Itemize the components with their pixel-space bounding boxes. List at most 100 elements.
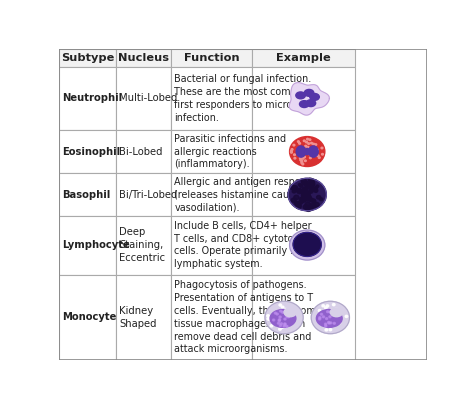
Circle shape [320, 315, 323, 317]
Circle shape [329, 316, 331, 318]
Circle shape [301, 179, 307, 183]
Circle shape [282, 311, 284, 313]
FancyBboxPatch shape [116, 130, 171, 173]
Circle shape [310, 198, 313, 201]
FancyBboxPatch shape [59, 67, 116, 130]
Circle shape [317, 155, 319, 156]
Circle shape [315, 144, 317, 145]
Circle shape [289, 314, 292, 316]
Circle shape [319, 318, 322, 320]
Circle shape [275, 319, 277, 321]
Circle shape [275, 318, 278, 320]
Ellipse shape [284, 308, 296, 317]
Circle shape [307, 139, 309, 140]
Circle shape [300, 197, 304, 201]
Circle shape [330, 309, 332, 311]
Circle shape [279, 325, 282, 326]
Circle shape [267, 315, 269, 317]
Circle shape [276, 316, 278, 318]
Circle shape [290, 185, 295, 190]
Circle shape [299, 200, 303, 204]
Circle shape [316, 185, 319, 188]
FancyBboxPatch shape [171, 67, 252, 130]
Circle shape [332, 304, 335, 306]
Circle shape [294, 195, 299, 200]
Circle shape [312, 205, 316, 207]
Circle shape [312, 199, 316, 202]
Circle shape [278, 319, 281, 321]
Circle shape [321, 147, 323, 149]
Circle shape [290, 136, 325, 166]
Circle shape [301, 160, 303, 162]
Circle shape [288, 178, 326, 211]
Text: Include B cells, CD4+ helper
T cells, and CD8+ cytotoxic T
cells. Operate primar: Include B cells, CD4+ helper T cells, an… [174, 221, 318, 269]
Circle shape [302, 187, 308, 192]
Circle shape [293, 154, 295, 156]
Circle shape [309, 139, 311, 141]
FancyBboxPatch shape [252, 49, 355, 67]
Ellipse shape [309, 146, 318, 157]
FancyBboxPatch shape [252, 173, 355, 215]
Circle shape [301, 162, 303, 164]
Circle shape [310, 185, 314, 188]
FancyBboxPatch shape [252, 275, 355, 360]
Circle shape [309, 199, 312, 201]
Circle shape [291, 150, 292, 152]
FancyBboxPatch shape [59, 49, 116, 67]
Circle shape [322, 316, 325, 318]
Circle shape [289, 312, 292, 314]
Circle shape [316, 149, 318, 151]
Ellipse shape [316, 309, 342, 327]
Text: Bi-Lobed: Bi-Lobed [119, 147, 163, 157]
Circle shape [325, 317, 328, 319]
Circle shape [280, 317, 282, 320]
Circle shape [331, 323, 334, 325]
Text: Lymphocyte: Lymphocyte [62, 240, 130, 250]
Circle shape [281, 326, 283, 328]
Circle shape [279, 316, 281, 318]
Circle shape [319, 198, 323, 200]
Circle shape [305, 202, 310, 207]
Circle shape [284, 323, 286, 325]
Circle shape [270, 325, 273, 327]
Circle shape [310, 143, 312, 144]
Circle shape [284, 308, 287, 311]
Circle shape [300, 159, 301, 161]
Text: Parasitic infections and
allergic reactions
(inflammatory).: Parasitic infections and allergic reacti… [174, 134, 286, 169]
Circle shape [291, 149, 293, 150]
Circle shape [292, 190, 296, 193]
Circle shape [291, 151, 292, 153]
Circle shape [345, 315, 348, 318]
Circle shape [301, 194, 304, 197]
FancyBboxPatch shape [171, 130, 252, 173]
Ellipse shape [304, 90, 314, 96]
Circle shape [276, 324, 279, 326]
Circle shape [319, 318, 321, 320]
Circle shape [303, 140, 305, 142]
Circle shape [293, 232, 321, 256]
Circle shape [284, 324, 286, 326]
Text: Function: Function [184, 53, 239, 63]
Circle shape [329, 322, 332, 324]
Circle shape [310, 149, 312, 150]
Circle shape [303, 205, 308, 209]
Circle shape [306, 195, 311, 200]
Text: Eosinophil: Eosinophil [62, 147, 120, 157]
Circle shape [294, 201, 299, 205]
Circle shape [319, 157, 320, 158]
Circle shape [296, 202, 301, 206]
Circle shape [301, 197, 306, 202]
Circle shape [299, 143, 301, 144]
Circle shape [329, 311, 331, 313]
Circle shape [301, 190, 306, 194]
Circle shape [322, 305, 325, 307]
Circle shape [296, 204, 301, 209]
Circle shape [326, 318, 328, 320]
Circle shape [317, 196, 321, 199]
Circle shape [298, 141, 299, 142]
Circle shape [286, 326, 288, 327]
Circle shape [309, 181, 315, 186]
Text: Deep
Staining,
Eccentric: Deep Staining, Eccentric [119, 227, 165, 263]
Circle shape [328, 322, 330, 324]
Circle shape [325, 325, 327, 327]
